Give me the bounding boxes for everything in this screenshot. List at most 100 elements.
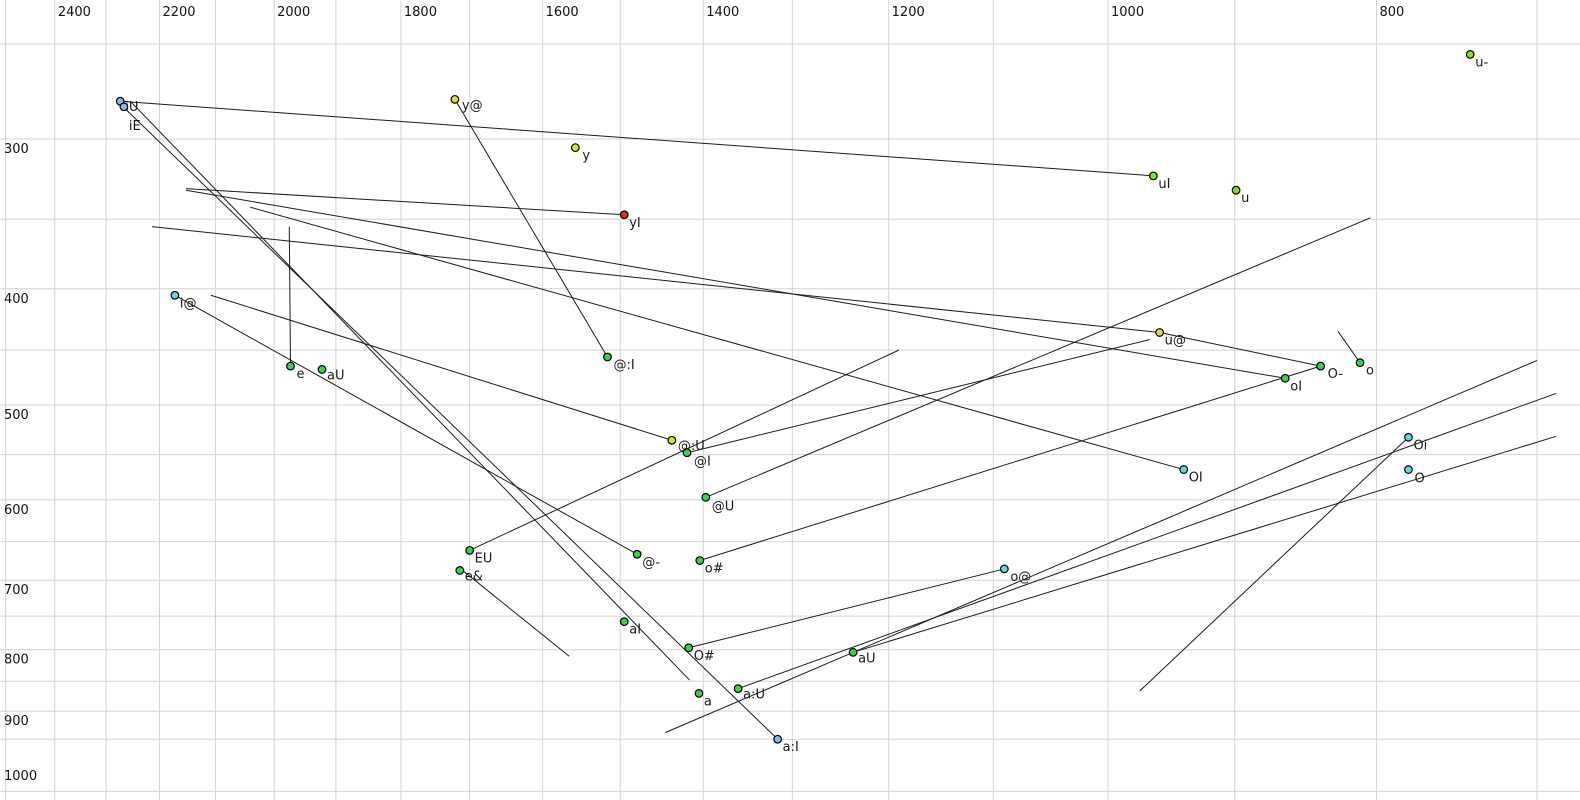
point-u[interactable]: [701, 492, 711, 502]
trajectory-line-7: [151, 226, 1160, 333]
y-tick-300: 300: [4, 142, 29, 157]
point-i[interactable]: [603, 352, 612, 362]
y-tick-800: 800: [4, 653, 29, 668]
point-e[interactable]: [455, 566, 465, 575]
point-pt[interactable]: [632, 549, 642, 559]
point-label-i: @:I: [613, 358, 634, 373]
x-tick-2000: 2000: [277, 5, 310, 20]
point-o[interactable]: [1316, 361, 1326, 371]
point-o[interactable]: [684, 643, 694, 653]
x-tick-800: 800: [1379, 5, 1404, 20]
point-label-o: o#: [705, 561, 724, 576]
point-label-yi: yI: [629, 216, 641, 231]
trajectory-line-21: [737, 392, 1557, 690]
point-oi[interactable]: [1404, 432, 1413, 442]
point-u[interactable]: [1231, 185, 1241, 195]
point-o[interactable]: [1404, 465, 1413, 474]
point-e[interactable]: [286, 361, 295, 371]
point-label-o: o: [1366, 364, 1374, 379]
point-label-pt: @-: [642, 555, 660, 570]
axis-tick-labels: 2400 2200 2000 1800 1600 1400 1200 1000 800 300 40…: [4, 5, 1404, 784]
point-label-o: o@: [1010, 570, 1031, 585]
point-i[interactable]: [170, 290, 180, 300]
y-tick-1000: 1000: [4, 769, 37, 784]
point-label-y: y: [582, 149, 590, 164]
point-o[interactable]: [1355, 358, 1365, 368]
trajectory-line-14: [686, 339, 1150, 454]
trajectory-line-4: [174, 294, 638, 555]
point-label-iu: iU: [125, 100, 138, 115]
point-au[interactable]: [848, 647, 858, 657]
point-label-eu: EU: [475, 551, 493, 566]
trajectory-line-6: [185, 188, 625, 216]
trajectory-line-8: [1159, 331, 1321, 367]
point-oi[interactable]: [1280, 373, 1290, 383]
x-tick-2400: 2400: [58, 5, 91, 20]
y-tick-900: 900: [4, 714, 29, 729]
trajectory-line-1: [124, 108, 779, 740]
point-label-ui: uI: [1158, 177, 1170, 192]
point-label-u: u@: [1165, 333, 1186, 348]
point-label-ai: aI: [629, 623, 641, 638]
point-y[interactable]: [570, 143, 580, 153]
trajectory-line-10: [1337, 330, 1361, 363]
point-yi[interactable]: [619, 210, 629, 220]
point-u[interactable]: [1465, 49, 1475, 59]
point-label-o: O#: [694, 649, 715, 664]
point-oi[interactable]: [1179, 465, 1189, 474]
point-a-i[interactable]: [773, 734, 783, 744]
point-label-o: O-: [1328, 367, 1344, 382]
trajectory-line-9: [185, 189, 1286, 379]
trajectory-line-18: [699, 365, 1321, 561]
point-label-ie: iE: [129, 119, 141, 134]
x-tick-1200: 1200: [892, 5, 925, 20]
point-a[interactable]: [694, 689, 704, 698]
trajectory-line-17: [1139, 436, 1409, 692]
point-ui[interactable]: [1148, 171, 1158, 181]
point-label-au: aU: [327, 368, 344, 383]
y-tick-600: 600: [4, 503, 29, 518]
x-tick-1600: 1600: [546, 5, 579, 20]
point-o[interactable]: [695, 556, 705, 565]
point-i[interactable]: [682, 448, 692, 458]
x-tick-1400: 1400: [706, 5, 739, 20]
trajectory-line-22: [664, 359, 1538, 734]
point-u[interactable]: [1155, 328, 1165, 337]
trajectory-line-3: [454, 99, 608, 358]
point-u[interactable]: [667, 435, 677, 445]
trajectory-line-20: [852, 435, 1557, 653]
point-au[interactable]: [317, 365, 327, 374]
x-tick-1800: 1800: [404, 5, 437, 20]
point-label-u: @U: [712, 499, 735, 514]
point-label-y: y@: [462, 98, 483, 113]
point-ai[interactable]: [619, 617, 629, 627]
point-label-i: i@: [180, 296, 197, 311]
point-label-e: e: [296, 367, 304, 382]
trajectory-line-2: [129, 100, 690, 681]
point-label-a-i: a:I: [783, 740, 799, 755]
trajectory-lines: [120, 99, 1557, 740]
point-label-o: O: [1414, 472, 1424, 487]
trajectory-line-0: [120, 100, 1154, 177]
y-tick-400: 400: [4, 292, 29, 307]
point-label-i: @I: [694, 455, 711, 470]
point-eu[interactable]: [465, 545, 475, 555]
point-label-e: e&: [465, 569, 483, 584]
y-tick-700: 700: [4, 583, 29, 598]
point-label-oi: oI: [1290, 379, 1302, 394]
point-label-a: a: [704, 694, 712, 709]
point-label-u: u: [1241, 191, 1249, 206]
point-o[interactable]: [999, 564, 1009, 574]
point-ie[interactable]: [119, 102, 129, 112]
point-y[interactable]: [450, 94, 460, 104]
point-a-u[interactable]: [733, 684, 743, 694]
trajectory-line-12: [462, 570, 570, 657]
point-label-a-u: a:U: [743, 688, 765, 703]
trajectory-line-16: [250, 206, 1184, 471]
trajectory-line-5: [288, 226, 291, 367]
point-label-u: u-: [1475, 55, 1488, 70]
